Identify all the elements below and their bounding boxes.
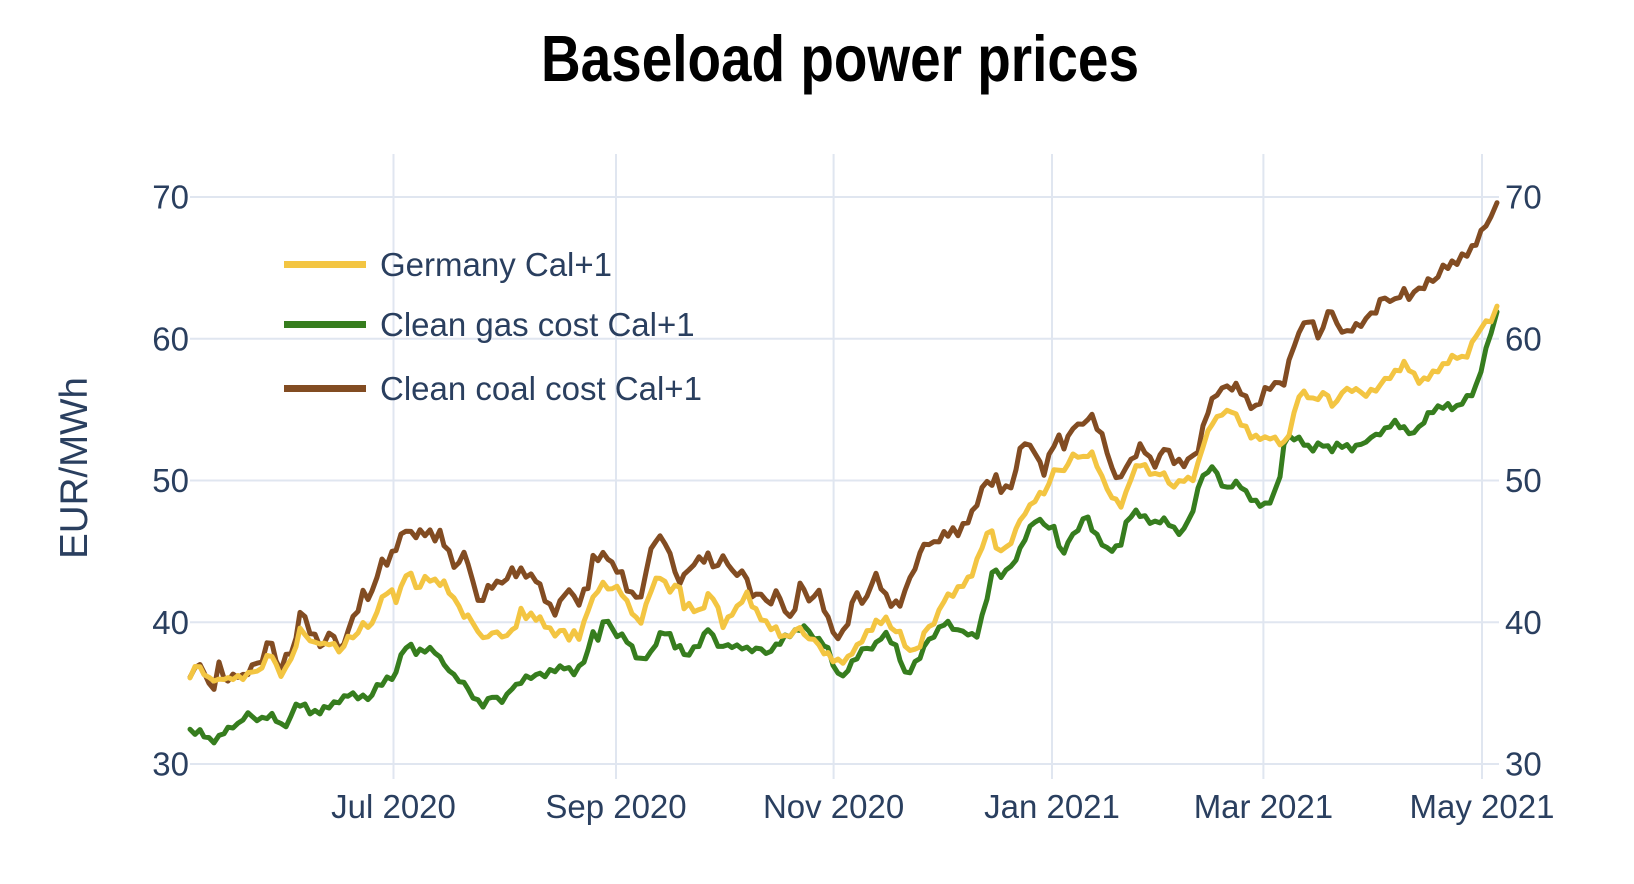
svg-text:Jan 2021: Jan 2021 xyxy=(984,788,1120,825)
svg-text:Nov 2020: Nov 2020 xyxy=(763,788,904,825)
svg-text:70: 70 xyxy=(152,179,189,216)
svg-text:60: 60 xyxy=(152,320,189,357)
svg-text:Jul 2020: Jul 2020 xyxy=(331,788,456,825)
svg-text:Germany Cal+1: Germany Cal+1 xyxy=(380,246,612,283)
svg-text:May 2021: May 2021 xyxy=(1410,788,1555,825)
svg-text:50: 50 xyxy=(152,462,189,499)
svg-text:40: 40 xyxy=(152,604,189,641)
svg-text:Clean coal cost Cal+1: Clean coal cost Cal+1 xyxy=(380,370,702,407)
svg-text:30: 30 xyxy=(1505,746,1542,783)
svg-text:30: 30 xyxy=(152,746,189,783)
svg-text:70: 70 xyxy=(1505,179,1542,216)
svg-text:60: 60 xyxy=(1505,320,1542,357)
svg-text:Baseload power prices: Baseload power prices xyxy=(541,22,1139,95)
svg-text:Sep 2020: Sep 2020 xyxy=(545,788,686,825)
svg-text:40: 40 xyxy=(1505,604,1542,641)
svg-text:Clean gas cost Cal+1: Clean gas cost Cal+1 xyxy=(380,306,695,343)
svg-text:EUR/MWh: EUR/MWh xyxy=(53,377,96,559)
svg-text:Mar 2021: Mar 2021 xyxy=(1194,788,1333,825)
svg-text:50: 50 xyxy=(1505,462,1542,499)
